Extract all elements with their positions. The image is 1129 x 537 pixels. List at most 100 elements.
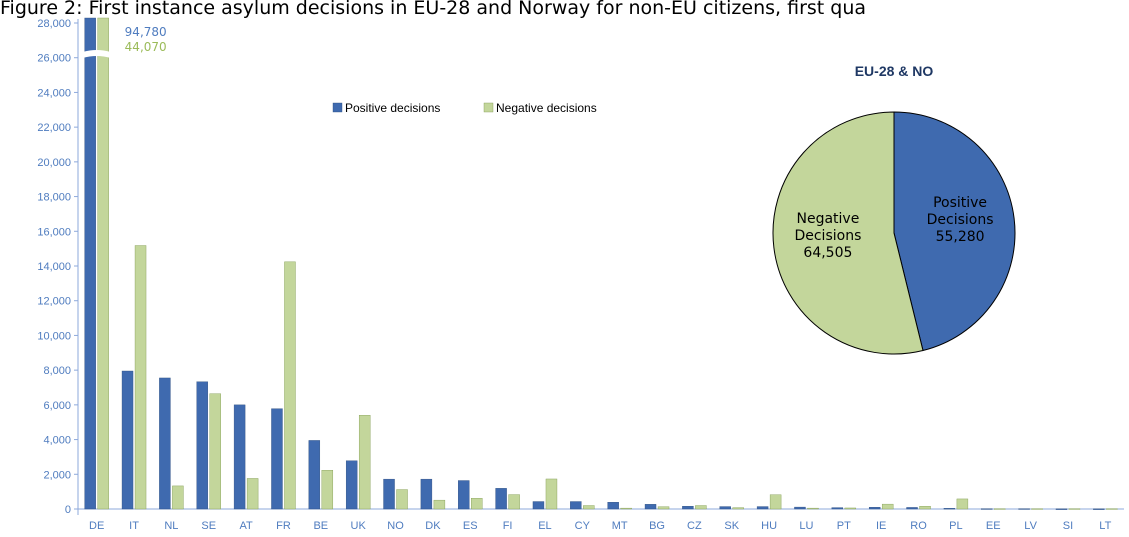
bar-negative-IT bbox=[134, 245, 147, 510]
x-tick-label: LU bbox=[799, 520, 813, 532]
y-tick-label: 22,000 bbox=[37, 122, 71, 134]
pie-slice-positive bbox=[893, 111, 1016, 352]
bar-positive-CZ bbox=[682, 506, 694, 510]
y-tick-label: 24,000 bbox=[37, 87, 71, 99]
legend-label-negative: Negative decisions bbox=[496, 101, 597, 115]
pie-value-label: 64,505 bbox=[803, 245, 852, 261]
bar-positive-SE bbox=[196, 381, 208, 510]
bar-negative-FI bbox=[508, 494, 520, 510]
bar-negative-SI bbox=[1068, 508, 1081, 510]
bar-positive-LU bbox=[794, 506, 806, 510]
pie-chart: EU-28 & NOPositiveDecisions55,280Negativ… bbox=[772, 63, 1016, 355]
x-tick-label: IE bbox=[876, 520, 886, 532]
x-tick-label: EL bbox=[538, 520, 551, 532]
bar-positive-PL bbox=[943, 508, 956, 510]
x-tick-label: LV bbox=[1024, 520, 1037, 532]
bar-negative-HU bbox=[769, 494, 782, 510]
y-tick-label: 26,000 bbox=[37, 53, 71, 65]
bar-positive-NL bbox=[159, 377, 171, 510]
axis-break-mark bbox=[82, 50, 111, 58]
x-tick-label: RO bbox=[910, 520, 927, 532]
bar-negative-AT bbox=[246, 478, 259, 510]
x-tick-label: NL bbox=[164, 520, 178, 532]
y-tick-label: 8,000 bbox=[43, 365, 71, 377]
x-tick-label: BE bbox=[313, 520, 328, 532]
bar-positive-BG bbox=[644, 504, 657, 510]
bar-positive-DK bbox=[420, 478, 433, 510]
bar-negative-DE bbox=[97, 17, 109, 510]
bar-positive-CY bbox=[570, 501, 582, 510]
bar-positive-DE bbox=[84, 17, 96, 510]
x-tick-label: DE bbox=[89, 520, 104, 532]
x-tick-label: CY bbox=[575, 520, 591, 532]
bar-negative-FR bbox=[284, 261, 296, 510]
bar-negative-NL bbox=[172, 485, 184, 510]
y-tick-label: 28,000 bbox=[37, 18, 71, 30]
bar-positive-NO bbox=[383, 478, 395, 510]
bar-negative-PL bbox=[956, 498, 969, 510]
bar-positive-SK bbox=[719, 506, 731, 510]
x-tick-label: IT bbox=[129, 520, 139, 532]
x-tick-label: BG bbox=[649, 520, 665, 532]
x-tick-label: SI bbox=[1063, 520, 1073, 532]
bar-negative-LT bbox=[1106, 508, 1118, 510]
pie-slice-label: Decisions bbox=[927, 212, 994, 228]
bar-negative-LU bbox=[807, 507, 819, 510]
y-tick-label: 6,000 bbox=[43, 400, 71, 412]
bar-positive-LT bbox=[1093, 508, 1105, 510]
bar-negative-MT bbox=[620, 507, 632, 510]
bar-positive-FI bbox=[495, 488, 507, 510]
legend-label-positive: Positive decisions bbox=[345, 101, 440, 115]
bar-negative-EE bbox=[994, 508, 1006, 510]
legend-swatch-positive bbox=[332, 102, 343, 113]
y-tick-label: 20,000 bbox=[37, 157, 71, 169]
pie-value-label: 55,280 bbox=[936, 229, 985, 245]
bar-negative-BG bbox=[657, 506, 670, 510]
y-tick-label: 2,000 bbox=[43, 469, 71, 481]
y-tick-label: 0 bbox=[65, 504, 71, 516]
bar-negative-SE bbox=[209, 393, 221, 510]
pie-slice-label: Negative bbox=[797, 211, 860, 227]
y-tick-label: 14,000 bbox=[37, 261, 71, 273]
bar-positive-PT bbox=[831, 507, 844, 510]
bar-chart: 0 2,000 4,000 6,000 8,000 10,000 12,000 14,000 1… bbox=[37, 17, 1124, 532]
bar-positive-EL bbox=[532, 501, 545, 510]
x-tick-label: SK bbox=[724, 520, 739, 532]
bar-positive-IE bbox=[868, 507, 881, 510]
bar-negative-RO bbox=[919, 506, 931, 510]
bar-negative-CZ bbox=[695, 505, 707, 510]
x-tick-label: EE bbox=[986, 520, 1001, 532]
bar-negative-PT bbox=[844, 507, 857, 510]
x-tick-label: PT bbox=[837, 520, 851, 532]
bar-negative-ES bbox=[471, 498, 483, 510]
bar-positive-IT bbox=[121, 370, 134, 510]
bar-negative-SK bbox=[732, 507, 744, 510]
legend-swatch-negative bbox=[483, 102, 494, 113]
y-tick-label: 12,000 bbox=[37, 296, 71, 308]
bar-positive-UK bbox=[345, 460, 358, 510]
y-tick-label: 18,000 bbox=[37, 192, 71, 204]
x-tick-label: CZ bbox=[687, 520, 702, 532]
bar-positive-AT bbox=[233, 404, 246, 510]
bar-negative-BE bbox=[321, 470, 334, 510]
bar-negative-NO bbox=[396, 489, 408, 510]
x-tick-label: DK bbox=[425, 520, 441, 532]
bar-positive-MT bbox=[607, 502, 619, 510]
figure-title: Figure 2: First instance asylum decision… bbox=[0, 0, 867, 19]
pie-title: EU-28 & NO bbox=[855, 63, 934, 79]
bar-positive-BE bbox=[308, 440, 321, 510]
bar-negative-CY bbox=[583, 505, 595, 510]
pie-slice-label: Decisions bbox=[794, 228, 861, 244]
y-tick-label: 10,000 bbox=[37, 330, 71, 342]
x-tick-label: ES bbox=[463, 520, 478, 532]
bar-negative-IE bbox=[881, 503, 894, 510]
bar-positive-EE bbox=[981, 508, 993, 510]
bar-negative-DK bbox=[433, 499, 446, 510]
x-tick-label: AT bbox=[239, 520, 253, 532]
x-tick-label: UK bbox=[351, 520, 367, 532]
bar-negative-EL bbox=[545, 478, 558, 510]
y-tick-label: 16,000 bbox=[37, 226, 71, 238]
break-label-negative: 44,070 bbox=[125, 40, 167, 54]
bar-negative-UK bbox=[358, 415, 371, 510]
